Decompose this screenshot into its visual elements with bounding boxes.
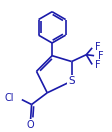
Text: F: F: [97, 51, 103, 61]
Text: S: S: [68, 76, 74, 86]
Text: F: F: [94, 60, 100, 70]
Text: O: O: [27, 120, 34, 130]
Text: F: F: [94, 42, 100, 52]
Text: Cl: Cl: [4, 93, 14, 103]
